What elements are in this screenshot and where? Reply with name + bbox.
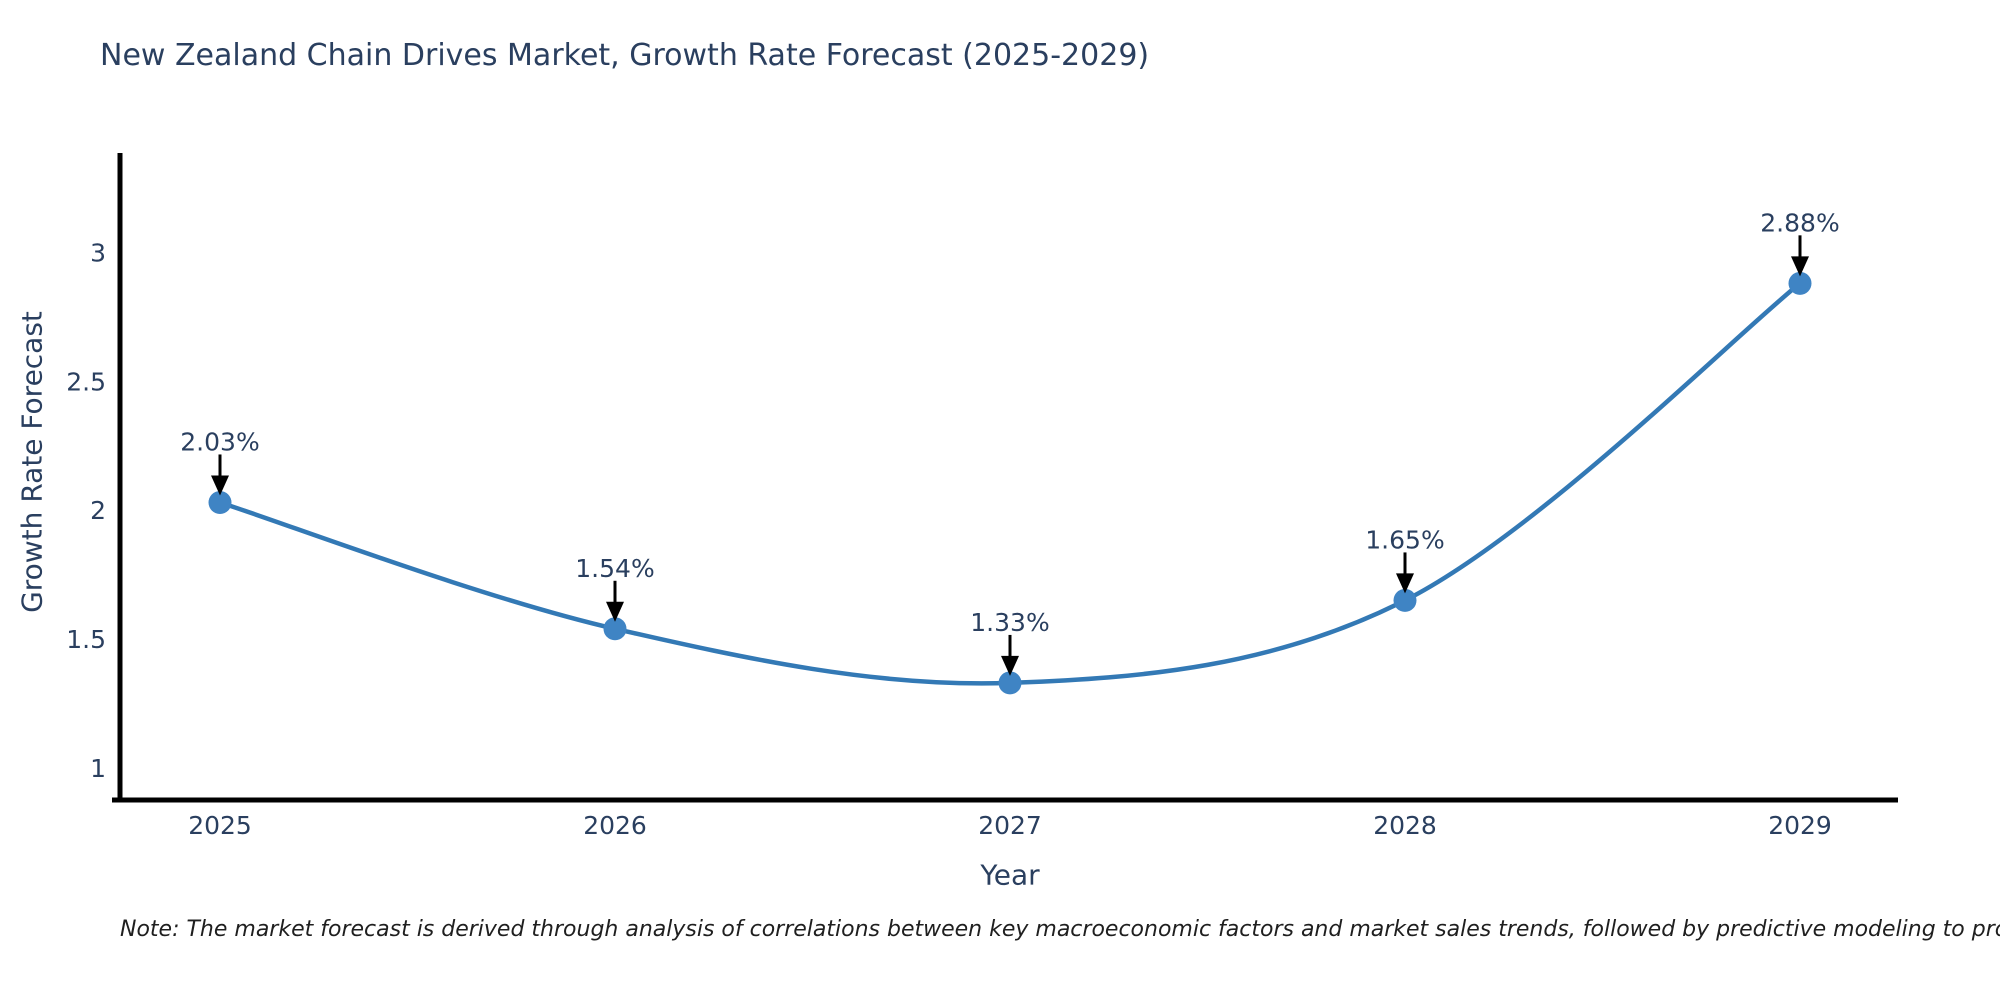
- annotation-arrow-head: [1001, 655, 1019, 676]
- data-point-label: 1.65%: [1365, 525, 1444, 554]
- x-tick-label: 2026: [583, 811, 647, 840]
- y-tick-label: 3: [90, 238, 106, 267]
- y-tick-label: 1.5: [66, 625, 106, 654]
- data-point-label: 1.54%: [575, 554, 654, 583]
- annotation-arrow-head: [1791, 256, 1809, 277]
- data-point: [208, 490, 232, 514]
- annotation-arrow-head: [606, 601, 624, 622]
- x-tick-label: 2028: [1373, 811, 1437, 840]
- data-point: [1393, 588, 1417, 612]
- x-tick-label: 2029: [1768, 811, 1832, 840]
- data-point-label: 2.03%: [180, 427, 259, 456]
- data-point: [1788, 271, 1812, 295]
- data-point-label: 2.88%: [1760, 208, 1839, 237]
- chart-title: New Zealand Chain Drives Market, Growth …: [100, 38, 1150, 73]
- annotation-arrow-head: [1396, 573, 1414, 594]
- x-tick-label: 2027: [978, 811, 1042, 840]
- footnote: Note: The market forecast is derived thr…: [120, 917, 2000, 942]
- data-point-label: 1.33%: [970, 608, 1049, 637]
- data-point: [603, 617, 627, 641]
- y-tick-label: 1: [90, 754, 106, 783]
- data-point: [998, 671, 1022, 695]
- x-axis-title: Year: [980, 858, 1040, 892]
- annotation-arrow-head: [211, 475, 229, 496]
- x-tick-label: 2025: [188, 811, 252, 840]
- y-tick-label: 2: [90, 496, 106, 525]
- y-tick-label: 2.5: [66, 367, 106, 396]
